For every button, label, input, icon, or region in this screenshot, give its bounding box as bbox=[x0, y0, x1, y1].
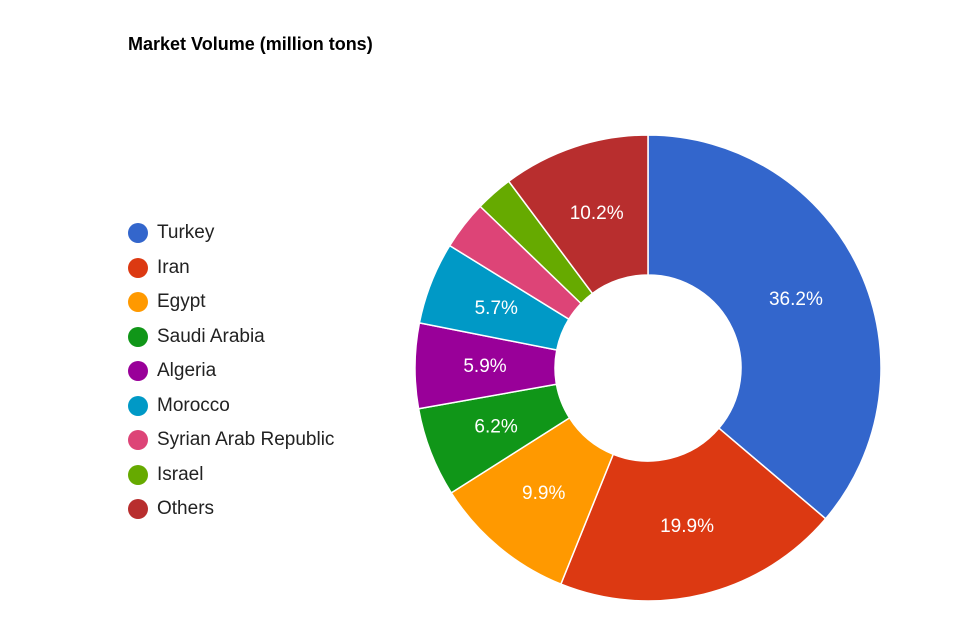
chart-legend: Turkey Iran Egypt Saudi Arabia Algeria M… bbox=[128, 216, 334, 527]
slice-label-morocco: 5.7% bbox=[475, 298, 518, 319]
legend-swatch-turkey bbox=[128, 223, 148, 244]
legend-label-morocco: Morocco bbox=[157, 394, 230, 416]
legend-label-israel: Israel bbox=[157, 463, 204, 485]
legend-item-israel[interactable]: Israel bbox=[128, 458, 334, 493]
slice-label-others: 10.2% bbox=[570, 203, 624, 224]
slice-label-algeria: 5.9% bbox=[463, 356, 506, 377]
legend-swatch-iran bbox=[128, 257, 148, 278]
legend-item-morocco[interactable]: Morocco bbox=[128, 389, 334, 424]
legend-label-iran: Iran bbox=[157, 256, 190, 278]
slice-iran[interactable] bbox=[559, 427, 827, 602]
legend-label-others: Others bbox=[157, 498, 215, 520]
slice-label-turkey: 36.2% bbox=[769, 289, 823, 310]
legend-item-syrian-arab-republic[interactable]: Syrian Arab Republic bbox=[128, 423, 334, 458]
legend-swatch-israel bbox=[128, 464, 148, 485]
legend-swatch-morocco bbox=[128, 395, 148, 416]
legend-swatch-others bbox=[128, 499, 148, 520]
legend-item-others[interactable]: Others bbox=[128, 492, 334, 527]
legend-label-saudi-arabia: Saudi Arabia bbox=[157, 325, 265, 347]
legend-swatch-syrian-arab-republic bbox=[128, 430, 148, 451]
legend-item-iran[interactable]: Iran bbox=[128, 251, 334, 286]
legend-label-egypt: Egypt bbox=[157, 291, 206, 313]
slice-label-iran: 19.9% bbox=[660, 516, 714, 537]
legend-swatch-egypt bbox=[128, 292, 148, 313]
slice-label-egypt: 9.9% bbox=[522, 483, 565, 504]
slice-turkey[interactable] bbox=[647, 134, 882, 520]
legend-label-syrian-arab-republic: Syrian Arab Republic bbox=[157, 429, 335, 451]
legend-item-saudi-arabia[interactable]: Saudi Arabia bbox=[128, 320, 334, 355]
legend-item-turkey[interactable]: Turkey bbox=[128, 216, 334, 251]
legend-label-algeria: Algeria bbox=[157, 360, 217, 382]
legend-item-egypt[interactable]: Egypt bbox=[128, 285, 334, 320]
legend-label-turkey: Turkey bbox=[157, 222, 215, 244]
legend-swatch-algeria bbox=[128, 361, 148, 382]
legend-swatch-saudi-arabia bbox=[128, 326, 148, 347]
slice-label-saudi-arabia: 6.2% bbox=[474, 417, 517, 438]
legend-item-algeria[interactable]: Algeria bbox=[128, 354, 334, 389]
chart-title: Market Volume (million tons) bbox=[128, 34, 373, 54]
slice-others[interactable] bbox=[507, 134, 649, 295]
